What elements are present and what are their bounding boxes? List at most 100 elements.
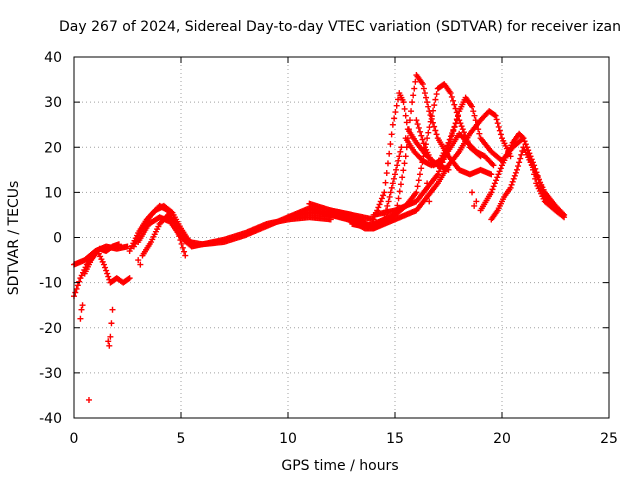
x-tick-label: 5 (177, 431, 186, 447)
data-point-marker (98, 256, 105, 263)
data-point-marker (105, 338, 112, 345)
data-point-marker (430, 107, 437, 114)
data-point-marker (508, 181, 515, 188)
data-point-marker (447, 90, 454, 97)
data-point-marker (445, 139, 452, 146)
data-point-marker (449, 130, 456, 137)
data-point-marker (178, 240, 185, 247)
data-point-marker (448, 93, 455, 100)
data-point-marker (400, 99, 407, 106)
data-point-marker (435, 168, 442, 175)
data-point-marker (393, 102, 400, 109)
data-point-marker (491, 180, 498, 187)
data-point-marker (413, 117, 420, 124)
x-tick-label: 15 (386, 431, 404, 447)
data-point-marker (76, 278, 83, 285)
data-point-marker (388, 131, 395, 138)
y-tick-label: 30 (44, 95, 62, 111)
data-point-marker (518, 151, 525, 158)
y-tick-label: -10 (39, 276, 62, 292)
data-point-marker (135, 257, 142, 264)
data-point-marker (471, 202, 478, 209)
data-point-marker (125, 275, 132, 282)
data-point-marker (418, 132, 425, 139)
data-point-marker (401, 160, 408, 167)
data-point-marker (387, 141, 394, 148)
data-point-marker (406, 117, 413, 124)
data-point-marker (415, 124, 422, 131)
data-point-marker (172, 219, 179, 226)
data-point-marker (78, 306, 85, 313)
x-axis-label: GPS time / hours (281, 458, 398, 474)
y-axis-ticks: -40 -30 -20 -10 0 10 20 30 40 (39, 50, 609, 427)
data-point-marker (392, 109, 399, 116)
data-point-marker (389, 180, 396, 187)
x-tick-label: 0 (70, 431, 79, 447)
series-outliers (77, 180, 480, 403)
data-point-marker (402, 153, 409, 160)
data-point-marker (393, 166, 400, 173)
series-arc-16 (413, 117, 497, 169)
data-point-marker (458, 123, 465, 130)
data-point-marker (413, 189, 420, 196)
data-point-marker (94, 248, 101, 255)
data-point-marker (497, 131, 504, 138)
data-point-marker (72, 289, 79, 296)
data-point-marker (179, 244, 186, 251)
data-point-marker (494, 174, 501, 181)
data-point-marker (432, 127, 439, 134)
data-point-marker (418, 165, 425, 172)
data-point-marker (426, 124, 433, 131)
data-point-marker (450, 126, 457, 133)
data-point-marker (516, 159, 523, 166)
data-point-marker (182, 252, 189, 259)
data-point-marker (408, 108, 415, 115)
data-point-marker (376, 201, 383, 208)
data-point-marker (419, 81, 426, 88)
x-tick-label: 20 (493, 431, 511, 447)
data-point-marker (511, 172, 518, 179)
data-point-marker (97, 253, 104, 260)
data-point-marker (415, 177, 422, 184)
data-point-marker (451, 101, 458, 108)
data-point-marker (490, 183, 497, 190)
y-tick-label: 10 (44, 185, 62, 201)
series-arc-17 (402, 117, 461, 169)
x-axis-ticks: 0 5 10 15 20 25 (70, 57, 618, 447)
data-point-marker (559, 210, 566, 217)
data-point-marker (513, 166, 520, 173)
data-point-marker (387, 189, 394, 196)
data-point-marker (381, 189, 388, 196)
data-point-marker (515, 163, 522, 170)
series-arc-3 (81, 248, 133, 286)
data-point-marker (431, 102, 438, 109)
data-point-marker (401, 105, 408, 112)
data-point-marker (189, 240, 196, 247)
data-point-marker (447, 133, 454, 140)
data-point-marker (493, 177, 500, 184)
data-point-marker (395, 157, 402, 164)
chart-title: Day 267 of 2024, Sidereal Day-to-day VTE… (59, 19, 621, 35)
data-point-marker (454, 117, 461, 124)
data-point-marker (396, 153, 403, 160)
data-point-marker (423, 94, 430, 101)
data-point-marker (446, 136, 453, 143)
data-point-marker (397, 148, 404, 155)
data-point-marker (384, 202, 391, 209)
data-point-marker (510, 175, 517, 182)
data-point-marker (428, 113, 435, 120)
data-point-marker (421, 90, 428, 97)
data-point-marker (437, 165, 444, 172)
data-point-marker (397, 181, 404, 188)
data-point-marker (382, 179, 389, 186)
data-point-marker (417, 128, 424, 135)
data-point-marker (392, 171, 398, 178)
data-point-marker (403, 144, 410, 151)
data-point-marker (103, 267, 110, 274)
y-tick-label: 0 (53, 231, 62, 247)
data-point-marker (403, 119, 410, 126)
data-point-marker (459, 126, 466, 133)
data-point-marker (425, 129, 432, 136)
data-point-marker (507, 184, 514, 191)
